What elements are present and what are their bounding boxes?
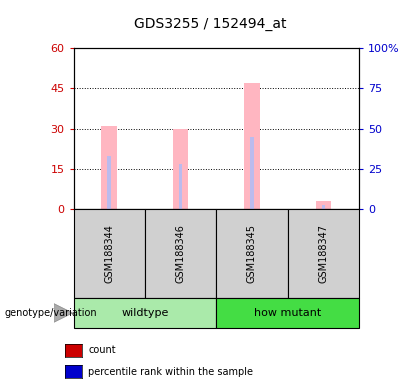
Bar [216,298,359,328]
Text: count: count [88,345,116,356]
Text: GSM188345: GSM188345 [247,224,257,283]
Bar [244,83,260,209]
Text: wildtype: wildtype [121,308,168,318]
Bar [288,209,359,298]
Text: genotype/variation: genotype/variation [4,308,97,318]
Polygon shape [54,303,73,323]
Bar [250,137,254,209]
Text: how mutant: how mutant [254,308,321,318]
Bar [108,156,111,209]
Bar [101,126,117,209]
Text: GSM188346: GSM188346 [176,224,186,283]
Bar [216,209,288,298]
Bar [173,129,189,209]
Text: GSM188344: GSM188344 [104,224,114,283]
Bar [179,164,182,209]
Bar [145,209,216,298]
Bar [315,201,331,209]
Bar [74,209,145,298]
Bar [74,298,216,328]
Text: percentile rank within the sample: percentile rank within the sample [88,366,253,377]
Text: GDS3255 / 152494_at: GDS3255 / 152494_at [134,17,286,31]
Bar [322,205,325,209]
Text: GSM188347: GSM188347 [318,224,328,283]
